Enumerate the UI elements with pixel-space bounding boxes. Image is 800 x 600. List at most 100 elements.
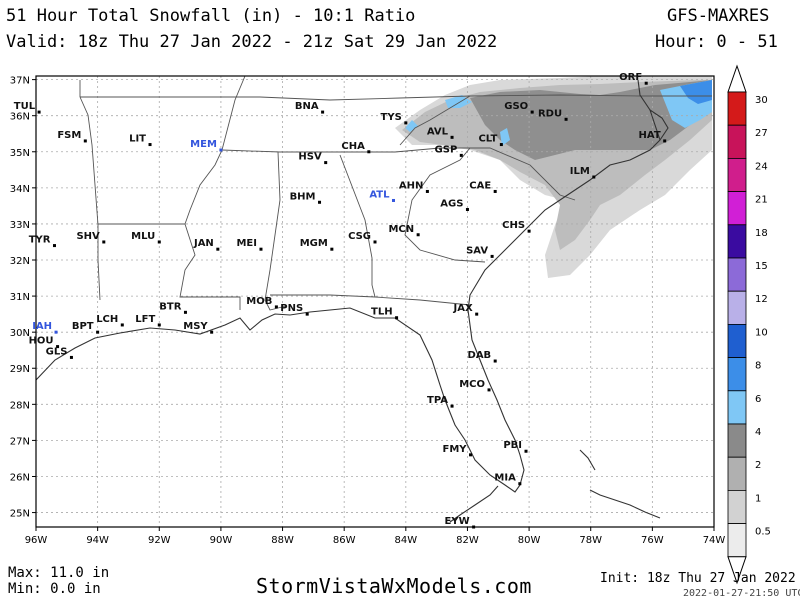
legend-level: 30 <box>755 95 768 106</box>
lon-label: 94W <box>86 535 109 546</box>
city-label-shv: SHV <box>76 231 100 242</box>
city-dot <box>416 233 420 237</box>
lon-label: 78W <box>579 535 602 546</box>
city-label-btr: BTR <box>159 301 181 312</box>
city-label-msy: MSY <box>183 321 208 332</box>
city-label-mem: MEM <box>190 139 217 150</box>
lat-label: 32N <box>10 256 30 267</box>
lon-label: 86W <box>333 535 356 546</box>
city-dot <box>157 240 161 244</box>
city-label-hat: HAT <box>639 130 661 141</box>
lon-label: 74W <box>703 535 726 546</box>
city-label-iah: IAH <box>32 321 52 332</box>
legend-top-arrow <box>727 64 747 93</box>
model-name: GFS-MAXRES <box>667 6 770 26</box>
city-label-fsm: FSM <box>57 130 81 141</box>
lon-label: 82W <box>456 535 479 546</box>
legend-swatch <box>727 191 747 226</box>
legend-swatch <box>727 124 747 159</box>
snow-2-4in <box>470 80 712 160</box>
city-dot <box>37 110 41 114</box>
city-dot <box>367 150 371 154</box>
lat-label: 31N <box>10 292 30 303</box>
city-label-hsv: HSV <box>298 152 322 163</box>
city-label-hou: HOU <box>29 336 54 347</box>
city-label-orf: ORF <box>619 72 642 83</box>
city-dot <box>274 305 278 309</box>
city-dot <box>465 207 469 211</box>
city-label-mgm: MGM <box>300 238 328 249</box>
city-label-lch: LCH <box>96 314 118 325</box>
city-label-eyw: EYW <box>445 516 470 527</box>
legend-swatch <box>727 157 747 192</box>
min-value: Min: 0.0 in <box>8 581 101 597</box>
city-label-atl: ATL <box>369 189 390 200</box>
city-dot <box>219 148 223 152</box>
valid-period: Valid: 18z Thu 27 Jan 2022 - 21z Sat 29 … <box>6 32 498 52</box>
map-title: 51 Hour Total Snowfall (in) - 10:1 Ratio <box>6 6 416 26</box>
city-label-avl: AVL <box>427 126 449 137</box>
city-label-pbi: PBI <box>503 440 522 451</box>
legend-swatch <box>727 489 747 524</box>
city-dot <box>83 139 87 143</box>
city-dot <box>54 330 58 334</box>
coastline <box>35 79 669 523</box>
city-dot <box>120 323 124 327</box>
legend-level: 6 <box>755 394 761 405</box>
legend-level: 27 <box>755 128 768 139</box>
snow-4-6in-c <box>500 128 510 146</box>
lat-label: 35N <box>10 148 30 159</box>
legend-swatch <box>727 523 747 558</box>
legend-level: 18 <box>755 228 768 239</box>
legend-level: 8 <box>755 361 761 372</box>
snow-6-8in <box>680 80 712 104</box>
legend-swatch <box>727 357 747 392</box>
city-label-tul: TUL <box>14 101 36 112</box>
lat-label: 37N <box>10 76 30 87</box>
city-dot <box>493 189 497 193</box>
city-label-bpt: BPT <box>72 321 94 332</box>
city-label-lft: LFT <box>135 314 155 325</box>
city-dot <box>425 189 429 193</box>
snowfall-shading <box>395 76 712 278</box>
init-time: Init: 18z Thu 27 Jan 2022 <box>600 571 796 586</box>
city-label-ags: AGS <box>440 198 463 209</box>
legend-level: 1 <box>755 493 761 504</box>
site-name: StormVistaWxModels.com <box>256 574 532 598</box>
city-dot <box>69 355 73 359</box>
city-label-gso: GSO <box>504 101 528 112</box>
city-markers: TUL FSM LIT MEM BNA TYS GSO RDU ORF AVL CLT HAT CHA G… <box>14 72 667 529</box>
legend-level: 15 <box>755 261 768 272</box>
city-label-ahn: AHN <box>399 180 423 191</box>
city-label-mob: MOB <box>246 296 272 307</box>
city-label-mco: MCO <box>459 379 485 390</box>
city-label-jan: JAN <box>193 238 214 249</box>
city-dot <box>524 449 528 453</box>
city-dot <box>305 312 309 316</box>
legend-level: 24 <box>755 161 768 172</box>
city-dot <box>592 175 596 179</box>
city-label-sav: SAV <box>466 245 488 256</box>
city-label-bhm: BHM <box>290 191 316 202</box>
city-dot <box>644 81 648 85</box>
city-dot <box>183 310 187 314</box>
city-dot <box>216 247 220 251</box>
city-label-ilm: ILM <box>570 166 590 177</box>
city-dot <box>487 388 491 392</box>
lat-label: 29N <box>10 364 30 375</box>
city-dot <box>391 198 395 202</box>
city-dot <box>330 247 334 251</box>
legend-swatch <box>727 290 747 325</box>
city-label-rdu: RDU <box>538 108 562 119</box>
max-value: Max: 11.0 in <box>8 565 110 581</box>
legend-level: 4 <box>755 427 761 438</box>
legend-level: 2 <box>755 460 761 471</box>
legend-swatch <box>727 390 747 425</box>
city-dot <box>450 404 454 408</box>
city-dot <box>564 117 568 121</box>
city-label-cae: CAE <box>469 180 491 191</box>
legend-swatch <box>727 423 747 458</box>
legend-swatch <box>727 224 747 259</box>
city-dot <box>96 330 100 334</box>
